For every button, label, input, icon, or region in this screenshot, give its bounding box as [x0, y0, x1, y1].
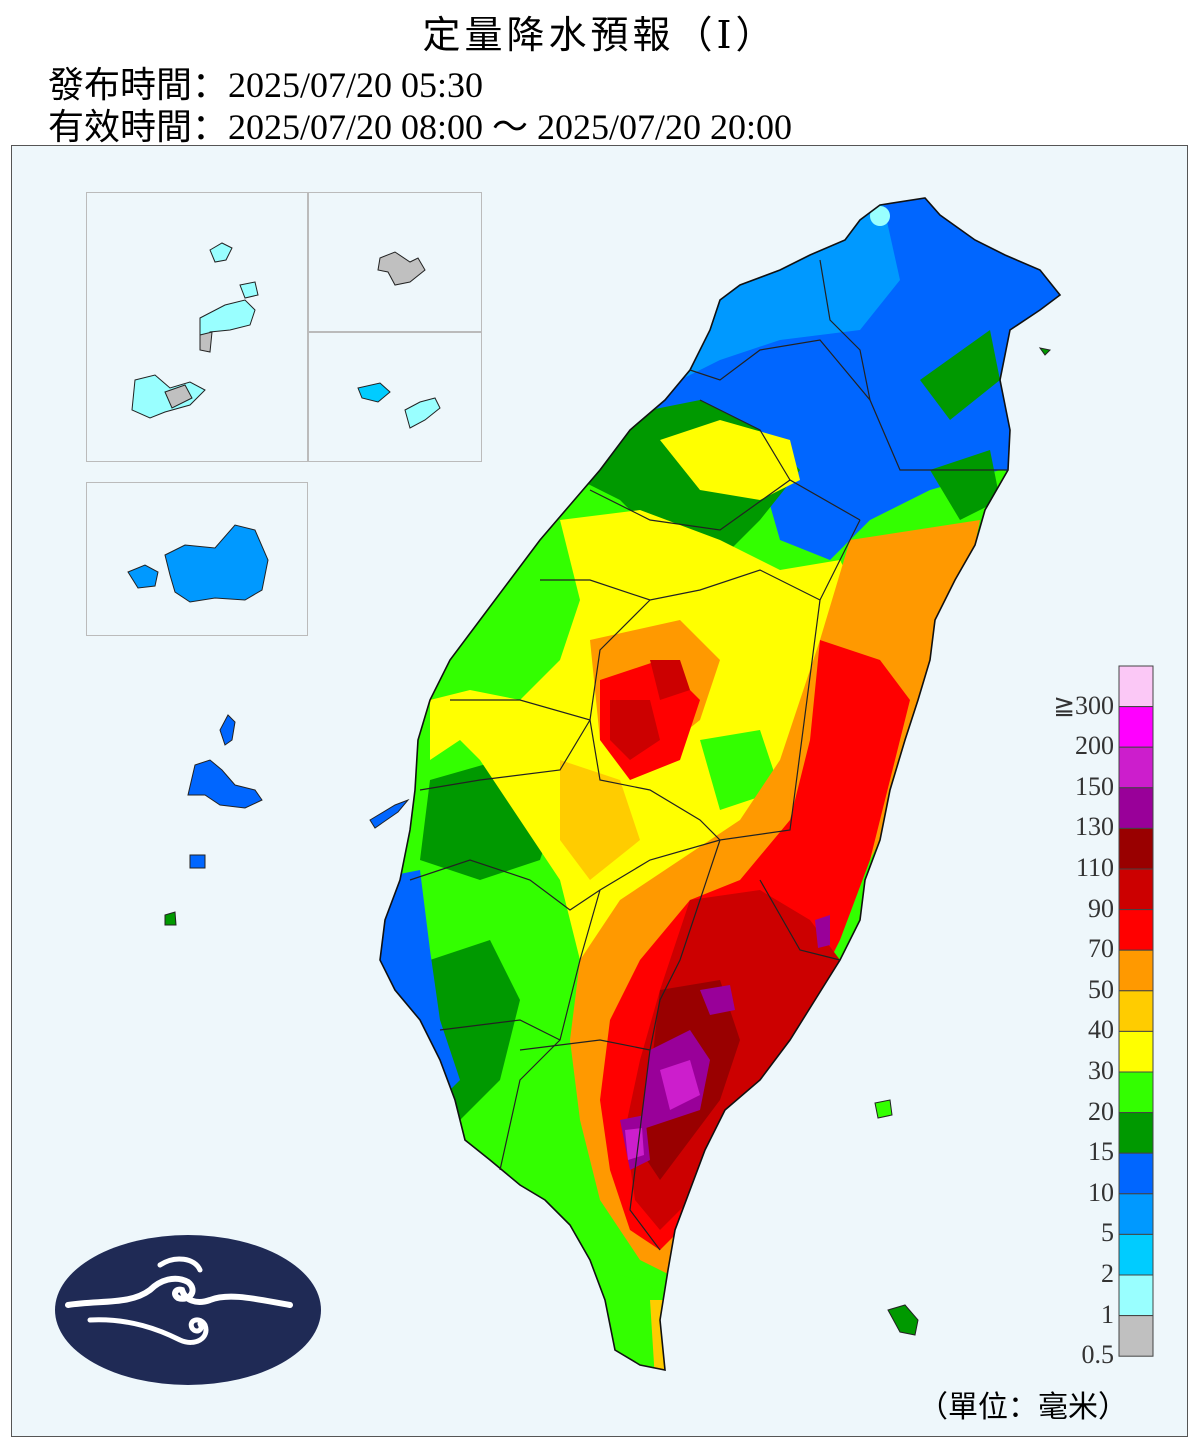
taiwan-rainfall-field — [380, 198, 1060, 1370]
legend-swatch — [1118, 1071, 1154, 1114]
legend-label: ≧300 — [1053, 690, 1114, 720]
legend-swatch — [1118, 665, 1154, 708]
legend-swatch — [1118, 1233, 1154, 1276]
issue-time-line: 發布時間：2025/07/20 05:30 — [48, 56, 483, 108]
matsu-islands — [131, 242, 259, 419]
cwa-logo — [55, 1235, 321, 1385]
inset-wuqiu — [308, 192, 482, 332]
legend-label: 90 — [1088, 893, 1114, 923]
legend-swatch — [1118, 1315, 1154, 1357]
legend-swatch — [1118, 1112, 1154, 1154]
legend-swatch — [1118, 787, 1154, 829]
legend-swatch — [1118, 868, 1154, 911]
legend-label: 40 — [1088, 1015, 1114, 1045]
legend-label: 50 — [1088, 974, 1114, 1004]
legend-label: 70 — [1088, 934, 1114, 964]
legend-label: 1 — [1101, 1299, 1114, 1329]
legend-swatch — [1118, 746, 1154, 789]
legend-label: 150 — [1075, 771, 1114, 801]
legend-label: 130 — [1075, 812, 1114, 842]
valid-time-label: 有效時間： — [48, 107, 229, 147]
legend-swatch — [1118, 1274, 1154, 1317]
legend-swatch — [1118, 1152, 1154, 1195]
legend-swatch — [1118, 909, 1154, 951]
map-title: 定量降水預報（Ⅰ） — [422, 13, 778, 57]
legend-label: 110 — [1075, 853, 1114, 882]
legend-swatch — [1118, 827, 1154, 870]
legend-label: 20 — [1088, 1096, 1114, 1126]
legend-label: 10 — [1088, 1177, 1114, 1207]
wuqiu-islands — [377, 251, 426, 286]
legend-label: 15 — [1088, 1137, 1114, 1167]
green-island — [874, 1099, 893, 1119]
inset-kinmen — [86, 482, 308, 636]
legend-label: 200 — [1075, 731, 1114, 761]
dongyin-islands — [357, 382, 441, 429]
legend-swatch — [1118, 949, 1154, 992]
penghu-islands — [164, 714, 263, 926]
legend-label: 0.5 — [1081, 1340, 1115, 1370]
west-coast-sandbar — [369, 798, 410, 829]
inset-matsu — [86, 192, 308, 462]
legend-label: 30 — [1088, 1056, 1114, 1085]
legend-swatch — [1118, 706, 1154, 748]
legend-color-bar — [1118, 665, 1154, 1357]
inset-dongyin — [308, 332, 482, 462]
issue-time-value: 2025/07/20 05:30 — [228, 65, 484, 105]
legend-swatch — [1118, 1193, 1154, 1235]
kinmen-islands — [127, 524, 269, 603]
county-borders — [409, 259, 1008, 1251]
legend-label: 2 — [1101, 1259, 1114, 1288]
valid-time-value: 2025/07/20 08:00 ～ 2025/07/20 20:00 — [228, 107, 793, 147]
unit-label: （單位：毫米） — [918, 1390, 1128, 1425]
legend-swatch — [1118, 990, 1154, 1032]
legend-swatch — [1118, 1030, 1154, 1073]
taiwan-coastline — [379, 197, 1062, 1371]
legend-label: 5 — [1101, 1218, 1114, 1248]
guishan-island — [1038, 347, 1052, 356]
valid-time-line: 有效時間：2025/07/20 08:00 ～ 2025/07/20 20:00 — [48, 98, 792, 150]
issue-time-label: 發布時間： — [48, 65, 229, 105]
orchid-island — [887, 1304, 919, 1336]
